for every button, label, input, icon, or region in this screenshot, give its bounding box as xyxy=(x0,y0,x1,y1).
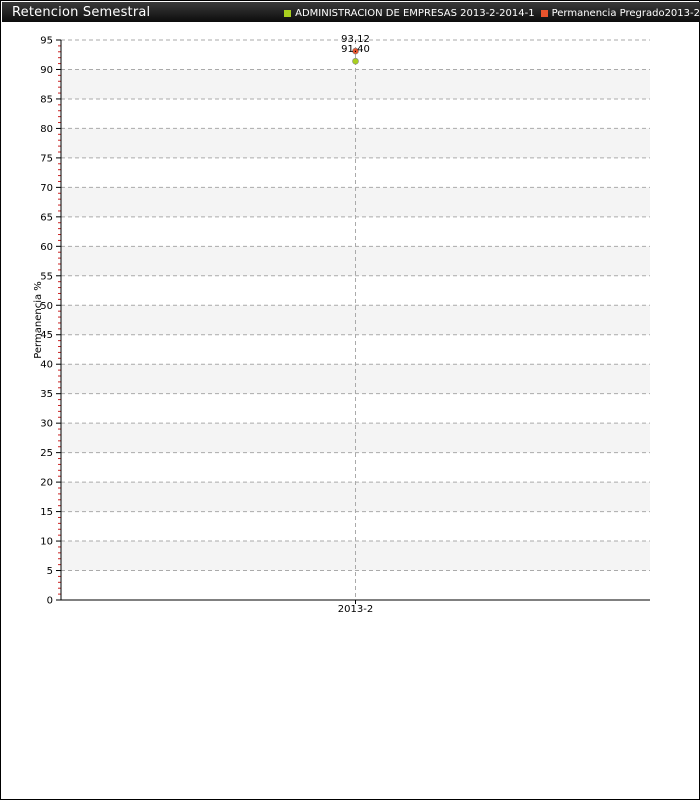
y-tick-label: 50 xyxy=(40,301,53,312)
y-tick-label: 35 xyxy=(40,389,53,400)
y-tick-label: 20 xyxy=(40,478,53,489)
chart-title: Retencion Semestral xyxy=(12,5,151,20)
y-tick-label: 55 xyxy=(40,271,53,282)
y-tick-label: 95 xyxy=(40,36,53,47)
data-point-series-2 xyxy=(352,47,359,55)
legend-item-series-2[interactable]: Permanencia Pregrado2013-2 xyxy=(540,7,700,19)
x-axis: 2013-2 xyxy=(61,599,650,615)
legend: ADMINISTRACION DE EMPRESAS 2013-2-2014-1… xyxy=(284,4,700,22)
legend-label-series-2: Permanencia Pregrado2013-2 xyxy=(551,7,700,19)
data-label-series-1: 91.40 xyxy=(341,44,370,55)
y-tick-label: 90 xyxy=(40,65,53,76)
y-tick-label: 0 xyxy=(47,596,53,607)
legend-swatch-series-1 xyxy=(284,9,292,17)
y-tick-label: 30 xyxy=(40,419,53,430)
y-tick-label: 25 xyxy=(40,448,53,459)
y-tick-label: 65 xyxy=(40,212,53,223)
y-tick-label: 60 xyxy=(40,242,53,253)
grid-lines xyxy=(61,39,650,600)
data-point-series-1 xyxy=(352,57,359,65)
y-tick-label: 70 xyxy=(40,183,53,194)
y-tick-label: 5 xyxy=(47,566,53,577)
legend-swatch-series-2 xyxy=(540,9,548,17)
data-label-series-2: 93.12 xyxy=(341,34,370,45)
legend-label-series-1: ADMINISTRACION DE EMPRESAS 2013-2-2014-1 xyxy=(295,7,535,19)
y-tick-label: 45 xyxy=(40,330,53,341)
x-tick-label: 2013-2 xyxy=(338,604,373,615)
title-bar: Retencion Semestral ADMINISTRACION DE EM… xyxy=(2,2,700,22)
y-axis-title: Permanencia % xyxy=(33,281,44,359)
legend-item-series-1[interactable]: ADMINISTRACION DE EMPRESAS 2013-2-2014-1 xyxy=(284,7,535,19)
y-tick-label: 40 xyxy=(40,360,53,371)
y-tick-label: 15 xyxy=(40,507,53,518)
y-tick-label: 75 xyxy=(40,153,53,164)
y-tick-label: 10 xyxy=(40,537,53,548)
y-tick-label: 80 xyxy=(40,124,53,135)
y-axis: 0 5 10 15 20 25 30 35 40 45 50 55 60 65 70 75 80 85 90 95 xyxy=(40,36,62,607)
y-tick-label: 85 xyxy=(40,94,53,105)
